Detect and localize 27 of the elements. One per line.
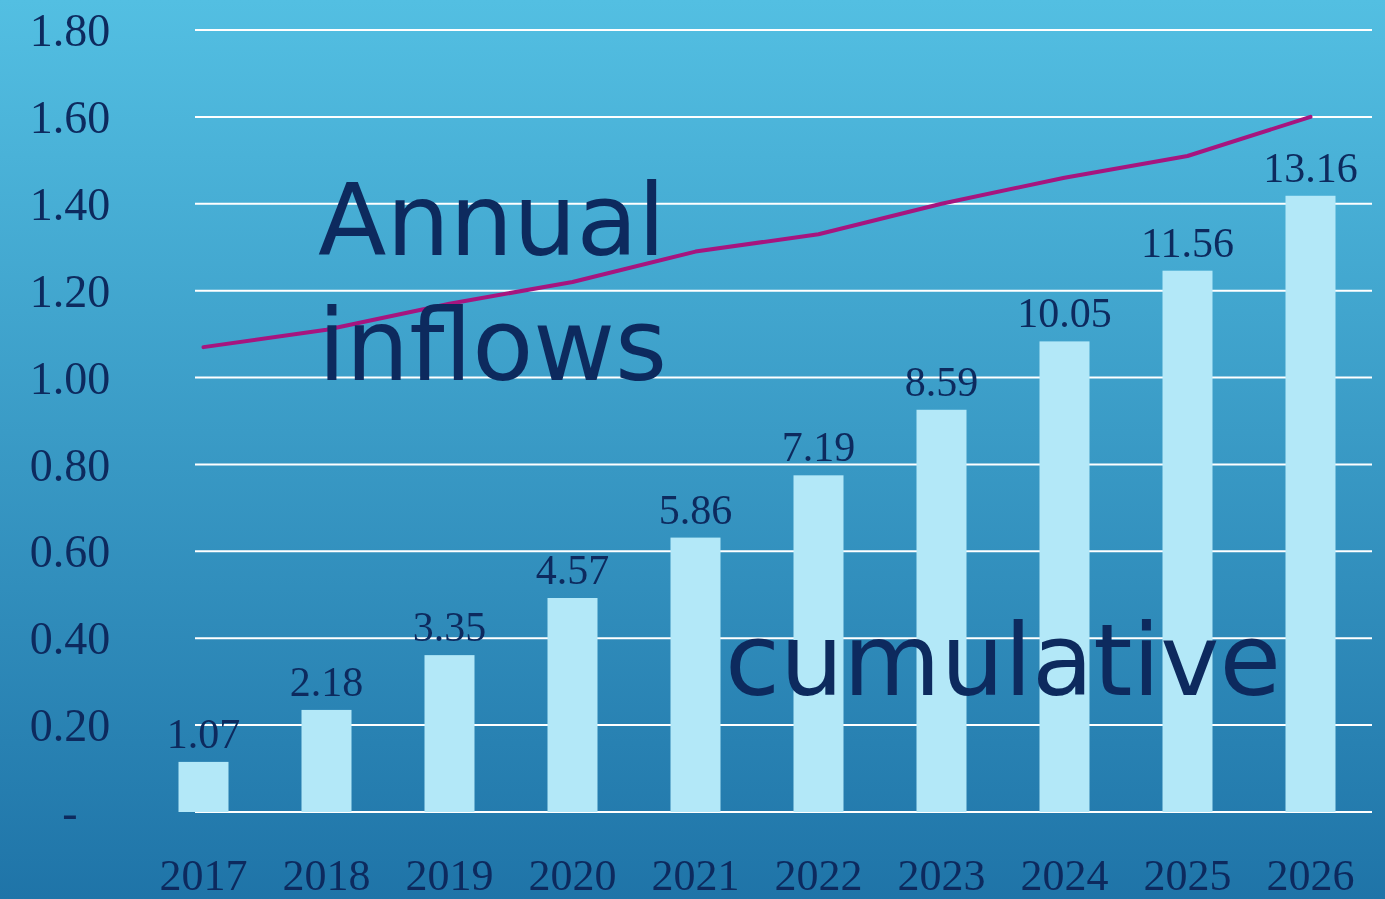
x-tick-label: 2026 <box>1266 851 1355 899</box>
x-tick-label: 2025 <box>1143 851 1232 899</box>
y-tick-label: 0.20 <box>29 700 111 752</box>
y-tick-label: 1.60 <box>29 91 111 143</box>
y-tick-label: 1.20 <box>29 265 111 317</box>
y-tick-label: 1.00 <box>29 352 111 404</box>
x-tick-label: 2018 <box>282 851 371 899</box>
data-label: 7.19 <box>781 424 856 471</box>
x-tick-label: 2017 <box>159 851 248 899</box>
data-label: 4.57 <box>535 547 610 593</box>
data-label: 10.05 <box>1017 290 1112 337</box>
data-label: 11.56 <box>1141 219 1234 266</box>
data-label: 5.86 <box>658 486 733 533</box>
x-tick-label: 2021 <box>651 851 740 899</box>
y-tick-label: 0.40 <box>29 613 111 665</box>
y-tick-label: 0.80 <box>29 439 111 491</box>
y-tick-label: - <box>62 787 78 839</box>
x-tick-label: 2019 <box>405 851 494 899</box>
x-tick-label: 2023 <box>897 851 986 899</box>
x-tick-label: 2024 <box>1020 851 1109 899</box>
y-tick-label: 1.80 <box>29 5 111 57</box>
x-tick-label: 2020 <box>528 851 617 899</box>
data-label: 13.16 <box>1263 144 1358 191</box>
y-tick-label: 0.60 <box>29 526 111 578</box>
y-tick-label: 1.40 <box>29 178 111 230</box>
x-tick-label: 2022 <box>774 851 863 899</box>
data-label: 2.18 <box>289 658 364 705</box>
